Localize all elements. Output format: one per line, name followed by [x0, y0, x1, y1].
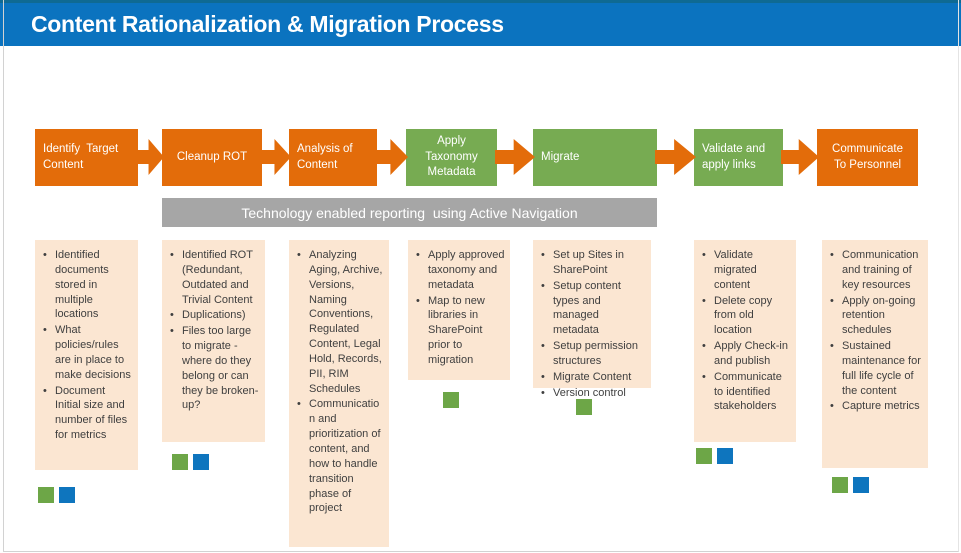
flow-arrow-icon	[375, 139, 408, 175]
legend-markers	[576, 399, 592, 415]
note-item: Apply approved taxonomy and metadata	[415, 248, 505, 293]
note-item: Sustained maintenance for full life cycl…	[829, 339, 923, 398]
note-list: Validate migrated content Delete copy fr…	[701, 248, 791, 414]
note-item: Files too large to migrate - where do th…	[169, 324, 260, 413]
blue-square-icon	[59, 487, 75, 503]
note-item: Map to new libraries in SharePoint prior…	[415, 294, 505, 368]
header-accent-strip	[0, 0, 961, 3]
note-item: Communicate to identified stakeholders	[701, 370, 791, 415]
note-item: Capture metrics	[829, 399, 923, 414]
legend-markers	[38, 487, 75, 503]
note-list: Analyzing Aging, Archive, Versions, Nami…	[296, 248, 384, 516]
step-box-apply-taxonomy-metadata: Apply Taxonomy Metadata	[406, 129, 497, 186]
note-item: Apply on-going retention schedules	[829, 294, 923, 339]
note-item: Setup permission structures	[540, 339, 646, 369]
note-item: Setup content types and managed metadata	[540, 279, 646, 338]
flow-arrow-icon	[781, 139, 819, 175]
step-label: Analysis of Content	[297, 142, 356, 171]
step-box-migrate: Migrate	[533, 129, 657, 186]
note-list: Identified ROT (Redundant, Outdated and …	[169, 248, 260, 413]
green-square-icon	[832, 477, 848, 493]
reporting-bar: Technology enabled reporting using Activ…	[162, 198, 657, 227]
note-item: Communication and prioritization of cont…	[296, 397, 384, 516]
flow-arrow-icon	[260, 139, 291, 175]
note-list: Apply approved taxonomy and metadata Map…	[415, 248, 505, 368]
green-square-icon	[443, 392, 459, 408]
notes-identify-target-content: Identified documents stored in multiple …	[35, 240, 138, 470]
note-item: Validate migrated content	[701, 248, 791, 293]
note-item: Identified documents stored in multiple …	[42, 248, 133, 322]
note-item: What policies/rules are in place to make…	[42, 323, 133, 382]
note-item: Apply Check-in and publish	[701, 339, 791, 369]
notes-analysis-of-content: Analyzing Aging, Archive, Versions, Nami…	[289, 240, 389, 547]
note-item: Duplications)	[169, 308, 260, 323]
page-header: Content Rationalization & Migration Proc…	[0, 3, 961, 46]
note-item: Document Initial size and number of file…	[42, 384, 133, 443]
note-list: Communication and training of key resour…	[829, 248, 923, 414]
flow-arrow-icon	[495, 139, 535, 175]
note-item: Version control	[540, 386, 646, 401]
note-item: Analyzing Aging, Archive, Versions, Nami…	[296, 248, 384, 396]
blue-square-icon	[717, 448, 733, 464]
blue-square-icon	[853, 477, 869, 493]
note-item: Identified ROT (Redundant, Outdated and …	[169, 248, 260, 307]
notes-migrate: Set up Sites in SharePoint Setup content…	[533, 240, 651, 400]
green-square-icon	[38, 487, 54, 503]
step-label: Validate and apply links	[702, 142, 769, 171]
step-label: Apply Taxonomy Metadata	[425, 135, 481, 179]
flow-arrow-icon	[135, 139, 164, 175]
notes-apply-taxonomy-metadata: Apply approved taxonomy and metadata Map…	[408, 240, 510, 380]
reporting-bar-label: Technology enabled reporting using Activ…	[241, 204, 578, 221]
legend-markers	[696, 448, 733, 464]
step-label: Identify Target Content	[43, 142, 122, 171]
step-label: Migrate	[541, 150, 580, 163]
step-box-cleanup-rot: Cleanup ROT	[162, 129, 262, 186]
flow-arrow-icon	[655, 139, 696, 175]
green-square-icon	[172, 454, 188, 470]
notes-communicate-to-personnel: Communication and training of key resour…	[822, 240, 928, 468]
step-box-communicate-to-personnel: Communicate To Personnel	[817, 129, 918, 186]
legend-markers	[443, 392, 459, 408]
note-item: Communication and training of key resour…	[829, 248, 923, 293]
notes-validate-and-apply-links: Validate migrated content Delete copy fr…	[694, 240, 796, 442]
page-title: Content Rationalization & Migration Proc…	[31, 11, 504, 37]
green-square-icon	[696, 448, 712, 464]
blue-square-icon	[193, 454, 209, 470]
legend-markers	[172, 454, 209, 470]
step-box-identify-target-content: Identify Target Content	[35, 129, 138, 186]
step-box-analysis-of-content: Analysis of Content	[289, 129, 377, 186]
green-square-icon	[576, 399, 592, 415]
step-label: Communicate To Personnel	[832, 142, 906, 171]
legend-markers	[832, 477, 869, 493]
note-item: Delete copy from old location	[701, 294, 791, 339]
note-list: Set up Sites in SharePoint Setup content…	[540, 248, 646, 400]
step-box-validate-and-apply-links: Validate and apply links	[694, 129, 783, 186]
notes-cleanup-rot: Identified ROT (Redundant, Outdated and …	[162, 240, 265, 442]
note-item: Set up Sites in SharePoint	[540, 248, 646, 278]
note-list: Identified documents stored in multiple …	[42, 248, 133, 443]
note-item: Migrate Content	[540, 370, 646, 385]
step-label: Cleanup ROT	[176, 150, 248, 163]
